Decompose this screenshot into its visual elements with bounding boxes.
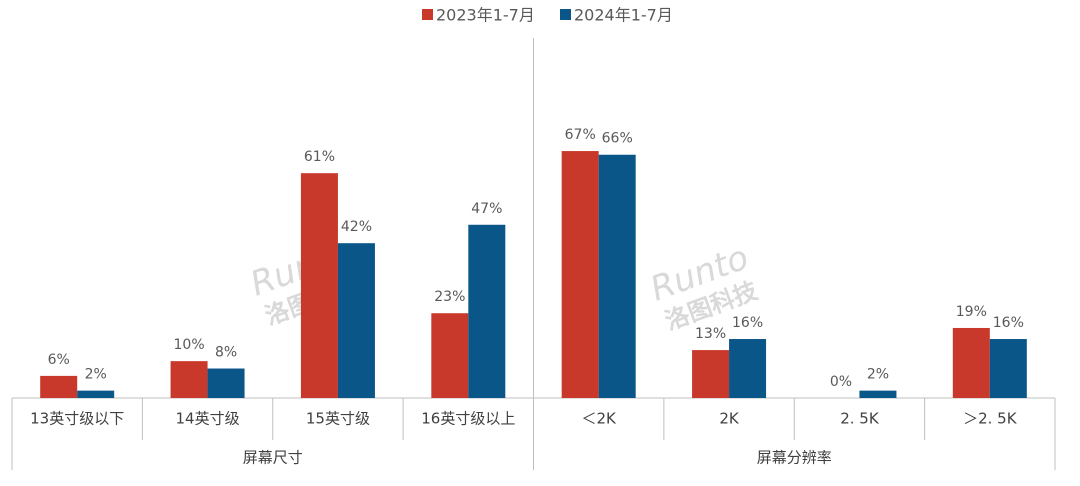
bar [729, 339, 767, 398]
legend-swatch [560, 9, 571, 20]
value-label: 0% [830, 374, 852, 390]
x-tick-label: ＜2K [581, 410, 617, 428]
value-label: 2% [867, 367, 889, 383]
value-label: 66% [602, 131, 633, 147]
group-label: 屏幕尺寸 [243, 449, 303, 467]
value-label: 42% [341, 219, 372, 235]
value-label: 6% [48, 352, 70, 368]
bar [692, 350, 730, 398]
value-label: 47% [471, 201, 502, 217]
legend-label: 2024年1-7月 [574, 6, 673, 25]
bar [170, 361, 208, 398]
bar [77, 390, 115, 398]
value-label: 16% [993, 315, 1024, 331]
bar [300, 173, 338, 398]
x-tick-label: 13英寸级以下 [30, 410, 124, 428]
x-tick-label: 14英寸级 [176, 410, 240, 428]
x-tick-label: 2K [719, 410, 740, 428]
value-label: 67% [565, 127, 596, 143]
x-tick-label: 15英寸级 [306, 410, 370, 428]
value-label: 13% [695, 326, 726, 342]
x-tick-label: 2. 5K [840, 410, 880, 428]
bar [859, 390, 897, 398]
bar [431, 313, 469, 398]
bar [598, 154, 636, 398]
legend-swatch [422, 9, 433, 20]
bar [952, 327, 990, 398]
bar [468, 224, 506, 398]
group-label: 屏幕分辨率 [757, 449, 832, 467]
value-label: 2% [85, 367, 107, 383]
value-label: 23% [434, 289, 465, 305]
value-label: 19% [956, 304, 987, 320]
bar [989, 339, 1027, 398]
bar [561, 151, 599, 398]
value-label: 10% [174, 337, 205, 353]
bar [207, 368, 245, 398]
bar [337, 243, 375, 398]
legend-label: 2023年1-7月 [436, 6, 535, 25]
x-tick-label: 16英寸级以上 [421, 410, 515, 428]
value-label: 16% [732, 315, 763, 331]
bar [40, 375, 78, 398]
value-label: 8% [215, 345, 237, 361]
x-tick-label: ＞2. 5K [963, 410, 1018, 428]
value-label: 61% [304, 149, 335, 165]
